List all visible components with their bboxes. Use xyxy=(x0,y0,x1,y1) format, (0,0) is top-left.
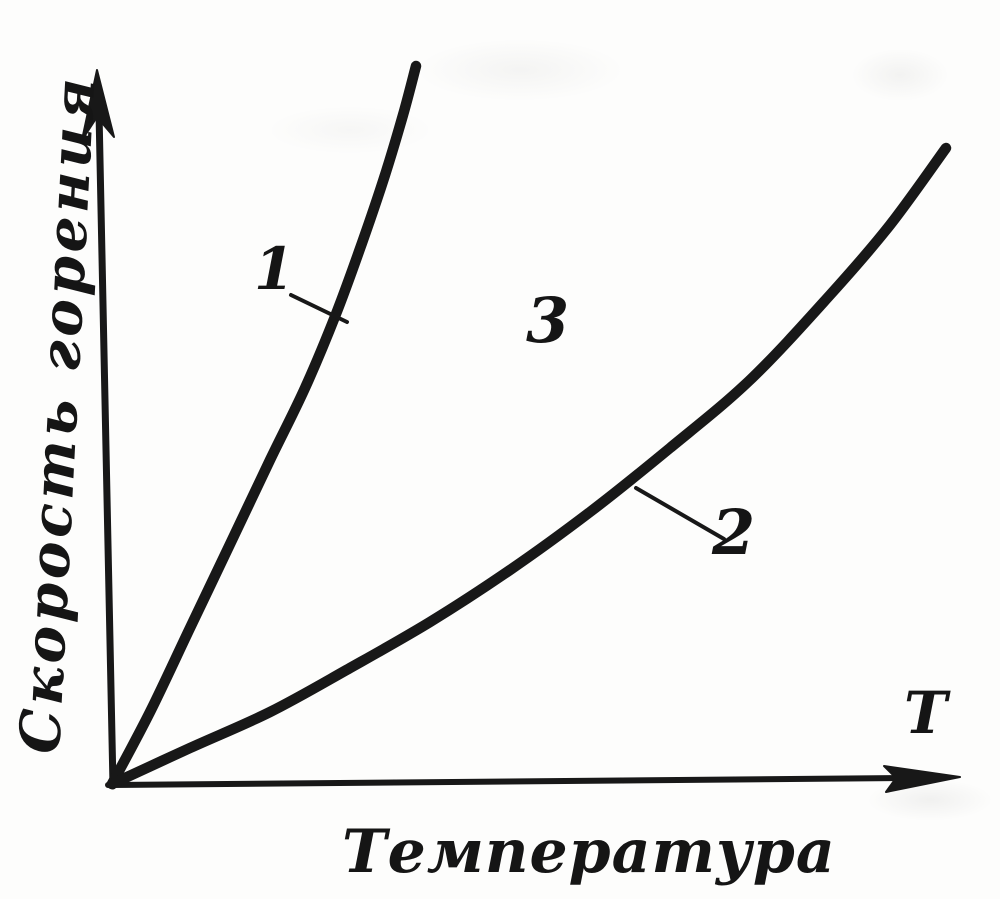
x-axis-label: Температура xyxy=(342,817,836,887)
y-axis-line xyxy=(95,108,117,790)
x-axis-symbol-t: T xyxy=(904,679,948,747)
curve-1-path xyxy=(106,60,422,790)
x-axis-line xyxy=(105,775,911,788)
y-axis-arrowhead-icon xyxy=(81,69,115,141)
x-axis-arrowhead-icon xyxy=(883,765,961,793)
leader-line-curve-1 xyxy=(289,293,349,324)
region-3-label: 3 xyxy=(526,284,570,357)
curve-2-label: 2 xyxy=(712,496,756,569)
leader-line-curve-2 xyxy=(634,486,726,541)
curve-2-path xyxy=(106,142,952,790)
curve-1-label: 1 xyxy=(254,235,295,303)
